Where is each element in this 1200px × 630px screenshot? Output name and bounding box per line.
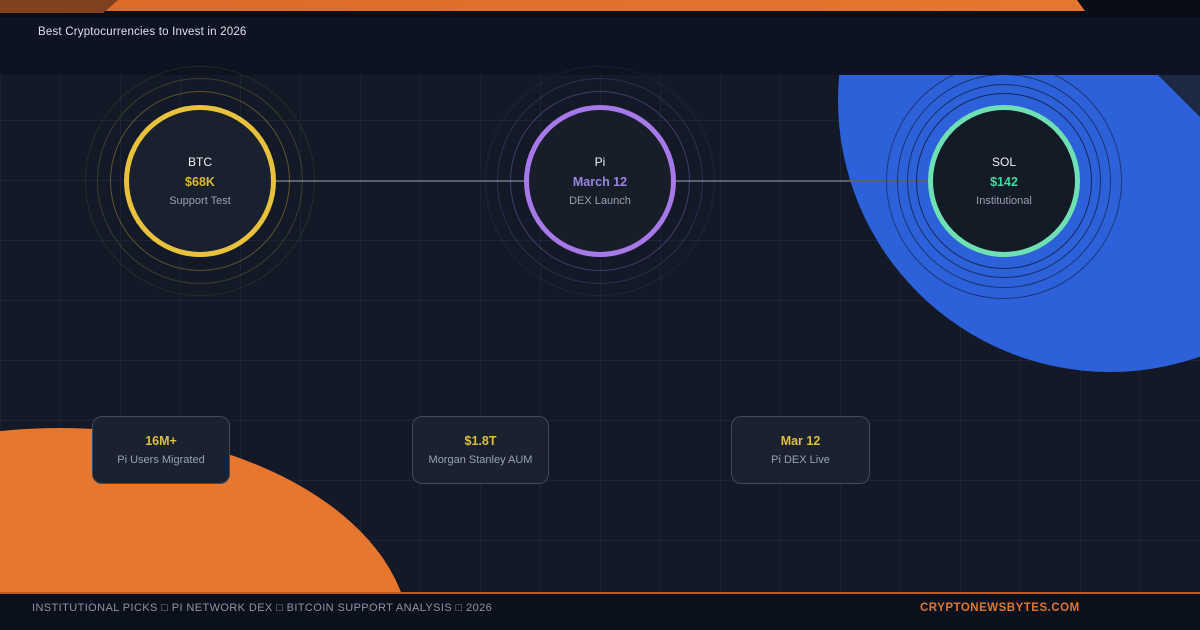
sol-value: $142 (990, 175, 1018, 189)
sol-outer-ring-2 (907, 84, 1101, 278)
footer-bar: INSTITUTIONAL PICKS □ PI NETWORK DEX □ B… (0, 592, 1200, 630)
stat-card-dex-live: Mar 12 Pi DEX Live (731, 416, 870, 484)
footer-tagline: INSTITUTIONAL PICKS □ PI NETWORK DEX □ B… (32, 602, 493, 614)
timeline-node-pi: Pi March 12 DEX Launch (480, 61, 720, 301)
pi-outer-ring-2 (497, 78, 703, 284)
pi-outer-ring-1 (510, 91, 690, 271)
sol-outer-ring-1 (916, 93, 1092, 269)
pi-symbol: Pi (594, 155, 606, 169)
pi-main-ring: Pi March 12 DEX Launch (524, 105, 676, 257)
btc-value: $68K (185, 175, 215, 189)
stat-value: Mar 12 (780, 434, 821, 448)
timeline-node-btc: BTC $68K Support Test (80, 61, 320, 301)
sol-label: Institutional (976, 195, 1032, 207)
stat-label: Pi DEX Live (771, 454, 830, 466)
sol-symbol: SOL (991, 155, 1016, 169)
stat-card-pi-users: 16M+ Pi Users Migrated (92, 416, 230, 484)
btc-main-ring: BTC $68K Support Test (124, 105, 276, 257)
btc-symbol: BTC (188, 155, 212, 169)
btc-outer-ring-2 (97, 78, 303, 284)
stat-value: $1.8T (464, 434, 497, 448)
footer-site-link[interactable]: CRYPTONEWSBYTES.COM (920, 602, 1080, 614)
pi-label: DEX Launch (569, 195, 631, 207)
sol-main-ring: SOL $142 Institutional (928, 105, 1080, 257)
stat-label: Morgan Stanley AUM (428, 454, 533, 466)
timeline-node-sol: SOL $142 Institutional (884, 61, 1124, 301)
stat-label: Pi Users Migrated (117, 454, 205, 466)
pi-value: March 12 (572, 175, 628, 189)
sol-outer-ring-4 (886, 63, 1122, 299)
sol-outer-ring-3 (897, 74, 1111, 288)
stat-card-aum: $1.8T Morgan Stanley AUM (412, 416, 549, 484)
pi-outer-ring-3 (485, 66, 715, 296)
btc-outer-ring-1 (110, 91, 290, 271)
page-title: Best Cryptocurrencies to Invest in 2026 (38, 26, 247, 38)
stat-value: 16M+ (145, 434, 177, 448)
btc-label: Support Test (169, 195, 231, 207)
btc-outer-ring-3 (85, 66, 315, 296)
